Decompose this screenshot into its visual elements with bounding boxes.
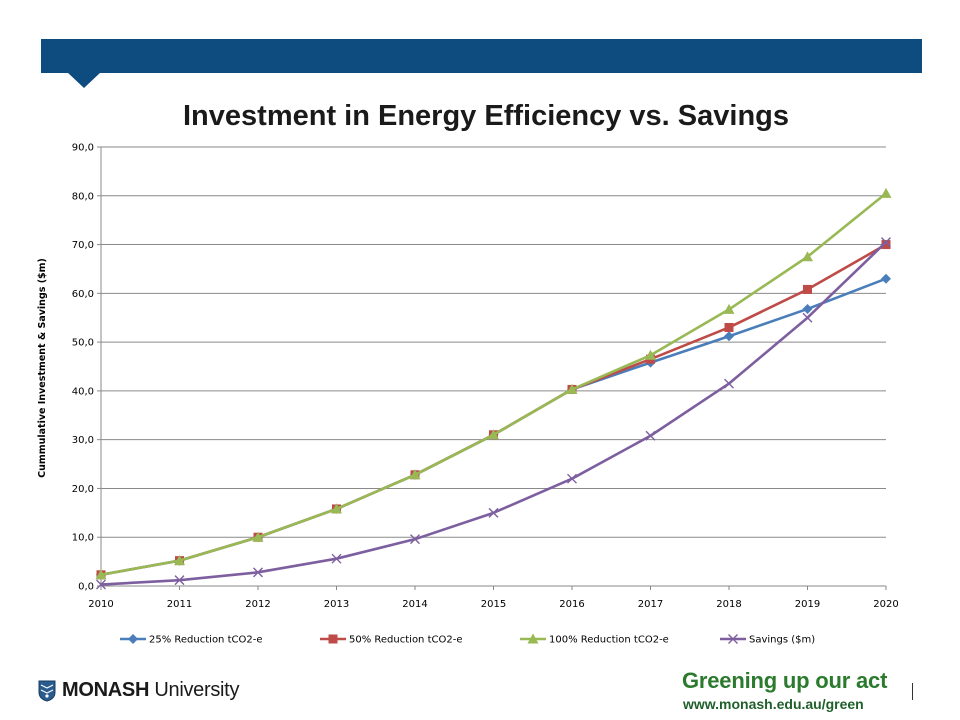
data-point: [252, 531, 264, 542]
data-point: [488, 507, 499, 518]
data-point: [881, 273, 891, 284]
x-tick-label: 2020: [873, 599, 898, 610]
series-line: [100, 243, 887, 577]
data-point: [253, 567, 263, 578]
series-line: [100, 192, 887, 577]
website-link[interactable]: www.monash.edu.au/green: [683, 696, 864, 712]
y-axis-label: Cummulative Investment & Savings ($m): [37, 258, 48, 478]
y-tick-label: 80,0: [72, 191, 94, 202]
series-1: [96, 273, 891, 580]
data-point: [803, 284, 812, 294]
slide-title: Investment in Energy Efficiency vs. Savi…: [183, 100, 789, 132]
y-tick-label: 30,0: [72, 435, 94, 446]
y-tick-label: 70,0: [72, 240, 94, 251]
data-point: [724, 322, 734, 332]
x-tick-label: 2011: [167, 599, 192, 610]
data-point: [881, 240, 891, 250]
y-tick-label: 0,0: [78, 582, 94, 593]
data-point: [410, 534, 420, 545]
legend-entry: 50% Reduction tCO2-e: [320, 634, 462, 646]
data-point: [645, 349, 656, 360]
data-point: [566, 383, 578, 394]
data-point: [95, 569, 107, 580]
y-tick-label: 20,0: [72, 484, 94, 495]
legend-marker: [328, 634, 338, 644]
series-2: [96, 240, 891, 580]
data-point: [723, 303, 735, 314]
legend-marker: [128, 634, 138, 644]
x-tick-label: 2019: [795, 599, 820, 610]
x-tick-label: 2015: [481, 599, 506, 610]
monash-shield-icon: [38, 680, 56, 702]
header-band: [41, 39, 922, 73]
chart-axes: 0,0 10,0 20,0 30,0 40,0 50,0 60,0 70,0 80,0 90,0 2…: [72, 143, 899, 611]
legend-label: Savings ($m): [749, 635, 815, 646]
chart-legend: 25% Reduction tCO2-e 50% Reduction tCO2-e…: [120, 633, 815, 646]
x-tick-label: 2014: [402, 599, 427, 610]
y-tick-label: 90,0: [72, 143, 94, 154]
data-point: [331, 503, 342, 514]
legend-entry: 25% Reduction tCO2-e: [120, 634, 262, 646]
data-point: [724, 331, 734, 342]
header-band-notch: [67, 72, 101, 88]
x-tick-label: 2010: [88, 599, 113, 610]
data-point: [488, 429, 499, 440]
data-point: [802, 312, 813, 323]
data-point: [567, 473, 577, 484]
series-3: [95, 187, 892, 580]
x-tick-label: 2016: [559, 599, 584, 610]
x-tick-label: 2017: [638, 599, 663, 610]
data-point: [881, 237, 891, 248]
x-tick-label: 2018: [716, 599, 741, 610]
tagline: Greening up our act: [682, 668, 888, 693]
data-point: [802, 251, 813, 262]
university-name: MONASH University: [62, 679, 239, 702]
data-point: [409, 469, 421, 480]
legend-marker: [728, 634, 738, 644]
footer-divider: [912, 683, 913, 700]
y-tick-label: 40,0: [72, 386, 94, 397]
series-line: [100, 277, 887, 577]
data-point: [645, 430, 656, 441]
brand-bold: MONASH: [62, 679, 150, 701]
data-point: [96, 579, 106, 590]
x-tick-label: 2013: [324, 599, 349, 610]
brand-rest: University: [149, 679, 240, 701]
series-4: [96, 237, 891, 590]
data-point: [174, 555, 185, 566]
legend-label: 100% Reduction tCO2-e: [549, 635, 669, 646]
legend-marker: [527, 633, 539, 644]
chart-series: [95, 187, 892, 590]
data-point: [802, 303, 813, 314]
monash-logo: MONASH University: [38, 679, 239, 702]
y-tick-label: 10,0: [72, 533, 94, 544]
line-chart: 0,0 10,0 20,0 30,0 40,0 50,0 60,0 70,0 80,0 90,0 2…: [37, 143, 899, 646]
y-tick-label: 50,0: [72, 338, 94, 349]
legend-label: 25% Reduction tCO2-e: [149, 635, 262, 646]
data-point: [174, 575, 185, 586]
legend-entry: 100% Reduction tCO2-e: [520, 633, 669, 646]
chart-gridlines: [101, 146, 886, 587]
legend-entry: Savings ($m): [720, 634, 815, 646]
data-point: [724, 378, 734, 389]
data-point: [331, 553, 342, 564]
x-tick-label: 2012: [245, 599, 270, 610]
data-point: [880, 187, 892, 198]
legend-label: 50% Reduction tCO2-e: [349, 635, 462, 646]
y-tick-label: 60,0: [72, 289, 94, 300]
